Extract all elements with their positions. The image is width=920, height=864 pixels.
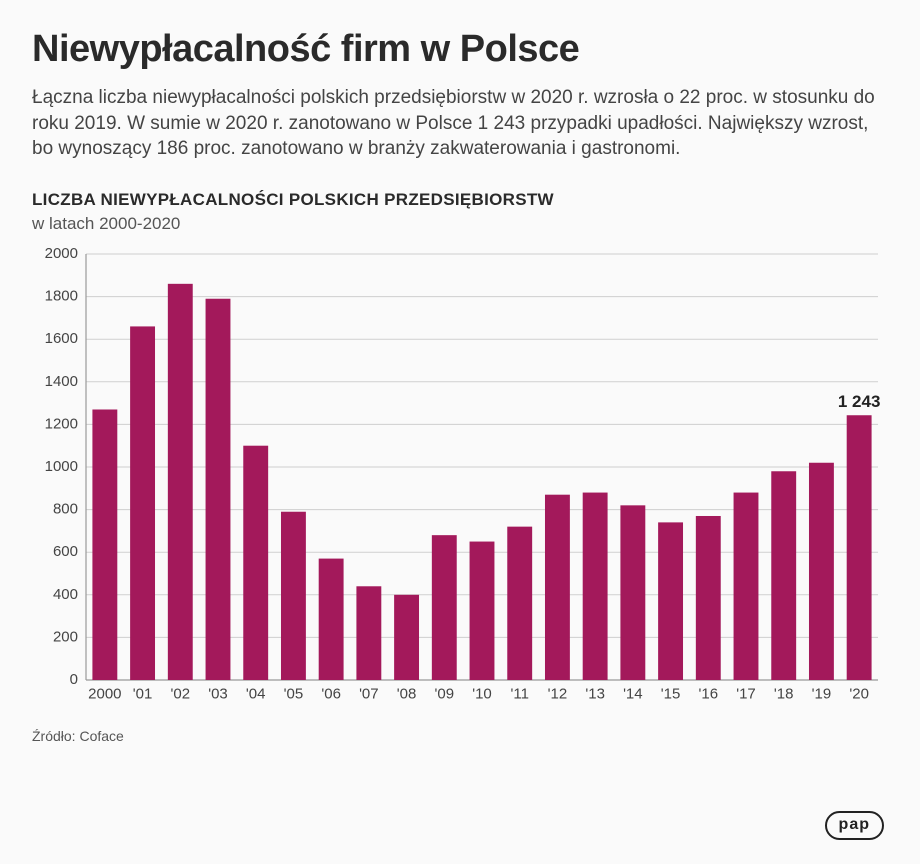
svg-text:'19: '19 — [812, 685, 832, 702]
chart-svg: 0 200 400 600 800 1000 1200 1400 1600 1800 2000 200… — [32, 244, 888, 714]
bar — [281, 512, 306, 680]
svg-text:'03: '03 — [208, 685, 228, 702]
svg-text:400: 400 — [53, 586, 78, 603]
svg-text:'02: '02 — [171, 685, 191, 702]
logo-text: pap — [825, 811, 884, 840]
svg-text:'12: '12 — [548, 685, 568, 702]
bar — [470, 541, 495, 679]
svg-text:'18: '18 — [774, 685, 794, 702]
svg-text:'04: '04 — [246, 685, 266, 702]
bar — [771, 471, 796, 680]
bar — [620, 505, 645, 680]
bar — [847, 415, 872, 680]
svg-text:0: 0 — [70, 671, 78, 688]
svg-text:200: 200 — [53, 628, 78, 645]
svg-text:'08: '08 — [397, 685, 417, 702]
bar — [130, 326, 155, 680]
bar — [356, 586, 381, 680]
source-label: Źródło: Coface — [32, 728, 888, 744]
bar — [696, 516, 721, 680]
svg-text:1800: 1800 — [45, 287, 78, 304]
svg-text:'05: '05 — [284, 685, 304, 702]
svg-text:2000: 2000 — [45, 245, 78, 262]
bar — [545, 495, 570, 680]
svg-text:1400: 1400 — [45, 373, 78, 390]
svg-text:'06: '06 — [321, 685, 341, 702]
svg-text:2000: 2000 — [88, 685, 121, 702]
svg-text:800: 800 — [53, 500, 78, 517]
svg-text:600: 600 — [53, 543, 78, 560]
svg-text:'16: '16 — [699, 685, 719, 702]
bar — [432, 535, 457, 680]
chart-title: LICZBA NIEWYPŁACALNOŚCI POLSKICH PRZEDSI… — [32, 190, 888, 210]
svg-text:'17: '17 — [736, 685, 756, 702]
bar — [658, 522, 683, 680]
svg-text:'13: '13 — [585, 685, 605, 702]
bar — [243, 446, 268, 680]
svg-text:'09: '09 — [435, 685, 455, 702]
svg-text:1600: 1600 — [45, 330, 78, 347]
svg-text:1200: 1200 — [45, 415, 78, 432]
bar — [394, 595, 419, 680]
bar — [206, 299, 231, 680]
bar — [583, 492, 608, 679]
bar — [92, 409, 117, 680]
page-title: Niewypłacalność firm w Polsce — [32, 28, 888, 71]
svg-text:'07: '07 — [359, 685, 379, 702]
bar-highlight-label: 1 243 — [838, 392, 881, 411]
logo: pap — [825, 811, 884, 840]
bar — [734, 492, 759, 679]
svg-text:'14: '14 — [623, 685, 643, 702]
svg-text:'11: '11 — [510, 685, 528, 702]
svg-text:'15: '15 — [661, 685, 681, 702]
lead-paragraph: Łączna liczba niewypłacalności polskich … — [32, 85, 882, 162]
bar — [507, 527, 532, 680]
bar — [319, 559, 344, 680]
svg-text:'10: '10 — [472, 685, 492, 702]
bar — [809, 463, 834, 680]
bar-chart: 0 200 400 600 800 1000 1200 1400 1600 1800 2000 200… — [32, 244, 888, 714]
svg-text:'01: '01 — [133, 685, 153, 702]
svg-text:'20: '20 — [849, 685, 869, 702]
bar — [168, 284, 193, 680]
chart-subtitle: w latach 2000-2020 — [32, 214, 888, 234]
svg-text:1000: 1000 — [45, 458, 78, 475]
